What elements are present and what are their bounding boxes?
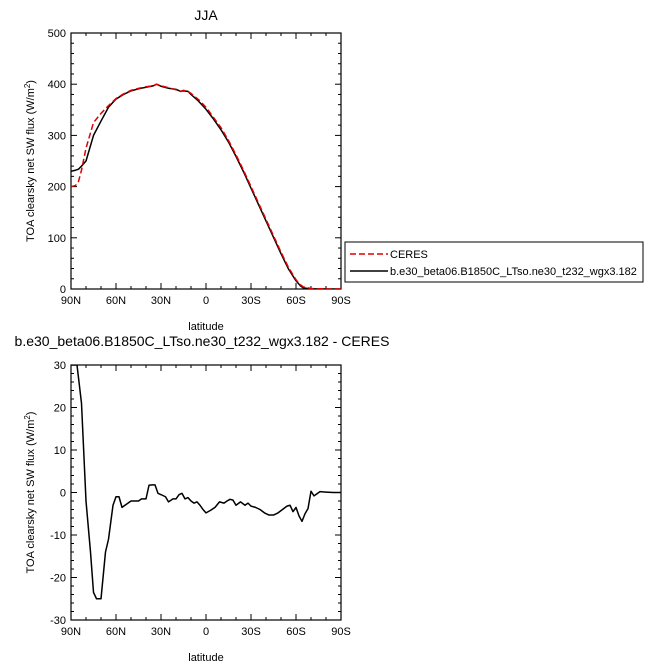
y-tick-label: 500: [48, 28, 66, 40]
x-tick-label: 90N: [61, 626, 81, 638]
y-axis-label-text: TOA clearsky net SW flux (W/m: [25, 420, 37, 574]
y-axis-label-text: TOA clearsky net SW flux (W/m: [25, 88, 37, 242]
x-tick-label: 30S: [241, 626, 261, 638]
y-tick-label: 20: [54, 403, 66, 415]
y-tick-label: 100: [48, 233, 66, 245]
y-axis-label-sup: 2: [23, 83, 32, 88]
y-tick-label: 0: [60, 284, 66, 296]
y-tick-label: -20: [50, 573, 66, 585]
y-tick-label: -30: [50, 615, 66, 627]
y-axis-label-close: ): [25, 412, 37, 416]
y-tick-label: 0: [60, 488, 66, 500]
y-axis-label-close: ): [25, 80, 37, 84]
legend-label: CERES: [390, 249, 428, 261]
series-line-model: [71, 83, 341, 289]
series-line-model: [71, 365, 341, 600]
y-tick-label: -10: [50, 530, 66, 542]
x-tick-label: 30N: [151, 626, 171, 638]
chart-1: JJA 0 100 200 300 400 500 90N 60N 30N 0 30S 60S 90S la…: [23, 7, 351, 333]
y-axis-label-sup: 2: [23, 415, 32, 420]
chart-2: b.e30_beta06.B1850C_LTso.ne30_t232_wgx3.…: [15, 333, 390, 664]
x-tick-label: 30N: [151, 295, 171, 307]
series-line-ceres: [71, 83, 341, 289]
y-tick-label: 400: [48, 79, 66, 91]
x-tick-label: 90S: [331, 626, 351, 638]
x-tick-label: 90N: [61, 295, 81, 307]
x-tick-label: 0: [203, 626, 209, 638]
x-axis-label: latitude: [188, 321, 223, 333]
plot-frame: [70, 364, 342, 621]
y-axis-label: TOA clearsky net SW flux (W/m2): [23, 80, 38, 242]
x-tick-label: 60S: [286, 295, 306, 307]
legend-box: [344, 241, 644, 283]
plot-frame: [70, 32, 342, 290]
x-axis-label: latitude: [188, 652, 223, 664]
legend: CERES b.e30_beta06.B1850C_LTso.ne30_t232_…: [344, 241, 644, 283]
x-tick-label: 60N: [106, 295, 126, 307]
x-tick-label: 30S: [241, 295, 261, 307]
legend-label: b.e30_beta06.B1850C_LTso.ne30_t232_wgx3.…: [390, 266, 637, 278]
y-axis-label: TOA clearsky net SW flux (W/m2): [23, 412, 38, 574]
x-tick-label: 0: [203, 295, 209, 307]
chart-title: JJA: [194, 7, 218, 23]
y-tick-label: 200: [48, 182, 66, 194]
x-tick-label: 60N: [106, 626, 126, 638]
y-tick-label: 10: [54, 445, 66, 457]
y-tick-label: 300: [48, 130, 66, 142]
y-tick-label: 30: [54, 360, 66, 372]
x-tick-label: 60S: [286, 626, 306, 638]
x-tick-label: 90S: [331, 295, 351, 307]
chart-title: b.e30_beta06.B1850C_LTso.ne30_t232_wgx3.…: [15, 333, 390, 349]
